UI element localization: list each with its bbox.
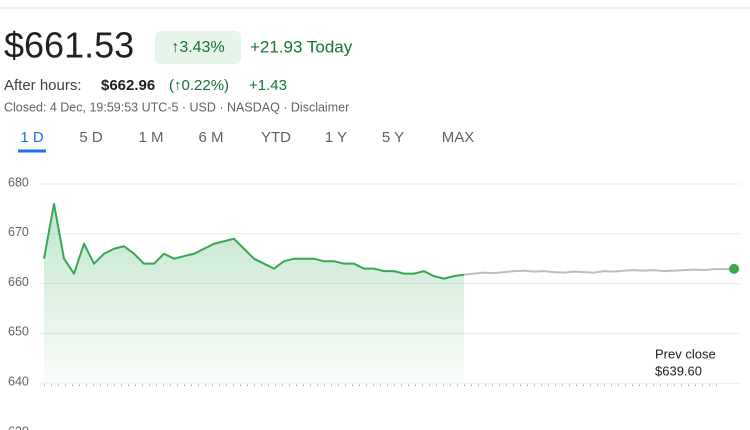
after-hours-label: After hours:: [4, 77, 82, 94]
y-tick-label: 630: [8, 424, 29, 430]
after-hours-price: $662.96: [101, 77, 155, 94]
y-tick-label: 670: [8, 225, 29, 239]
y-tick-label: 640: [8, 374, 29, 388]
range-tab[interactable]: 1 Y: [325, 129, 347, 146]
range-tab[interactable]: YTD: [261, 129, 291, 146]
range-tab[interactable]: 1 D: [20, 129, 44, 146]
range-tab[interactable]: 5 Y: [382, 129, 404, 146]
price: $661.53: [4, 25, 134, 66]
y-tick-label: 660: [8, 275, 29, 289]
after-hours-pct: (↑0.22%): [169, 77, 229, 94]
market-status[interactable]: Closed: 4 Dec, 19:59:53 UTC-5 · USD · NA…: [4, 100, 349, 114]
prev-close-label: Prev close: [655, 346, 716, 361]
change-badge: [155, 31, 241, 64]
y-tick-label: 680: [8, 175, 29, 189]
area: [44, 203, 464, 384]
range-tab[interactable]: 1 M: [138, 129, 163, 146]
range-tab[interactable]: 5 D: [79, 129, 103, 146]
price-line: [43, 202, 465, 280]
change-today: +21.93 Today: [250, 37, 353, 56]
range-tab[interactable]: 6 M: [198, 129, 223, 146]
change-pct: ↑3.43%: [171, 39, 224, 56]
range-tab[interactable]: MAX: [442, 129, 475, 146]
prev-close-value: $639.60: [655, 363, 702, 378]
after-hours-change: +1.43: [249, 77, 287, 94]
y-tick-label: 650: [8, 325, 29, 339]
price-line: [463, 267, 735, 276]
last-point: [729, 263, 739, 274]
